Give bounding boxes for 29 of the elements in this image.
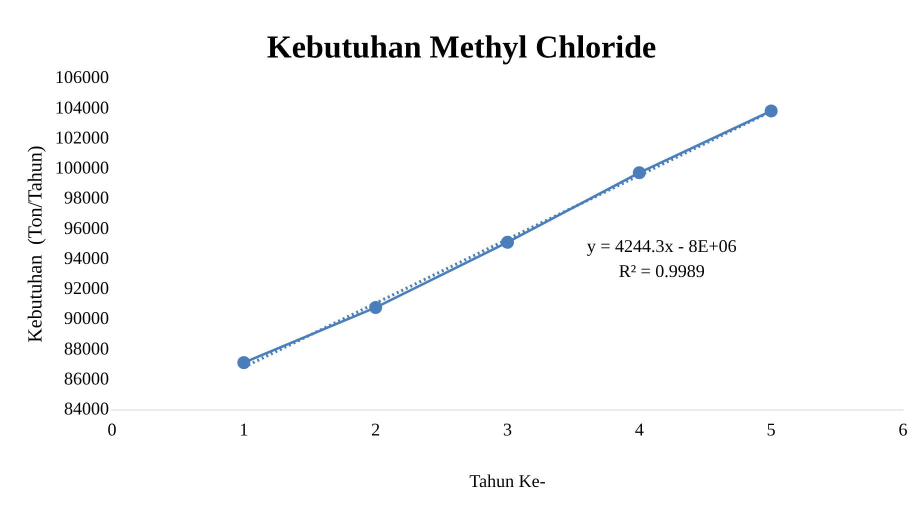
chart-title: Kebutuhan Methyl Chloride (266, 28, 656, 64)
point (369, 301, 382, 314)
y-tick-label: 104000 (55, 97, 109, 118)
y-tick-label: 106000 (55, 67, 109, 88)
x-tick-label: 2 (371, 419, 380, 440)
y-tick-label: 88000 (64, 338, 109, 358)
point (764, 104, 778, 118)
x-tick-label: 1 (239, 419, 248, 440)
x-tick-label: 6 (898, 419, 908, 440)
y-axis-title: Kebutuhan (Ton/Tahun) (24, 146, 46, 343)
y-tick-label: 94000 (64, 248, 109, 268)
y-tick-label: 84000 (64, 398, 109, 419)
annotation: y = 4244.3x - 8E+06 (586, 236, 737, 256)
y-tick-label: 102000 (55, 127, 109, 148)
y-tick-label: 96000 (64, 218, 109, 238)
x-axis-title: Tahun Ke- (469, 470, 546, 491)
point (237, 356, 250, 370)
point (632, 166, 646, 180)
y-tick-label: 86000 (64, 368, 109, 388)
x-tick-label: 4 (634, 419, 644, 440)
x-tick-label: 3 (503, 419, 512, 440)
point (501, 236, 514, 249)
y-tick-label: 100000 (55, 158, 109, 178)
y-tick-label: 90000 (64, 308, 109, 328)
x-tick-label: 5 (766, 419, 776, 440)
annotation: R² = 0.9989 (618, 261, 705, 282)
y-tick-label: 92000 (64, 278, 109, 298)
x-tick-label: 0 (108, 419, 116, 440)
y-tick-label: 98000 (64, 188, 109, 208)
